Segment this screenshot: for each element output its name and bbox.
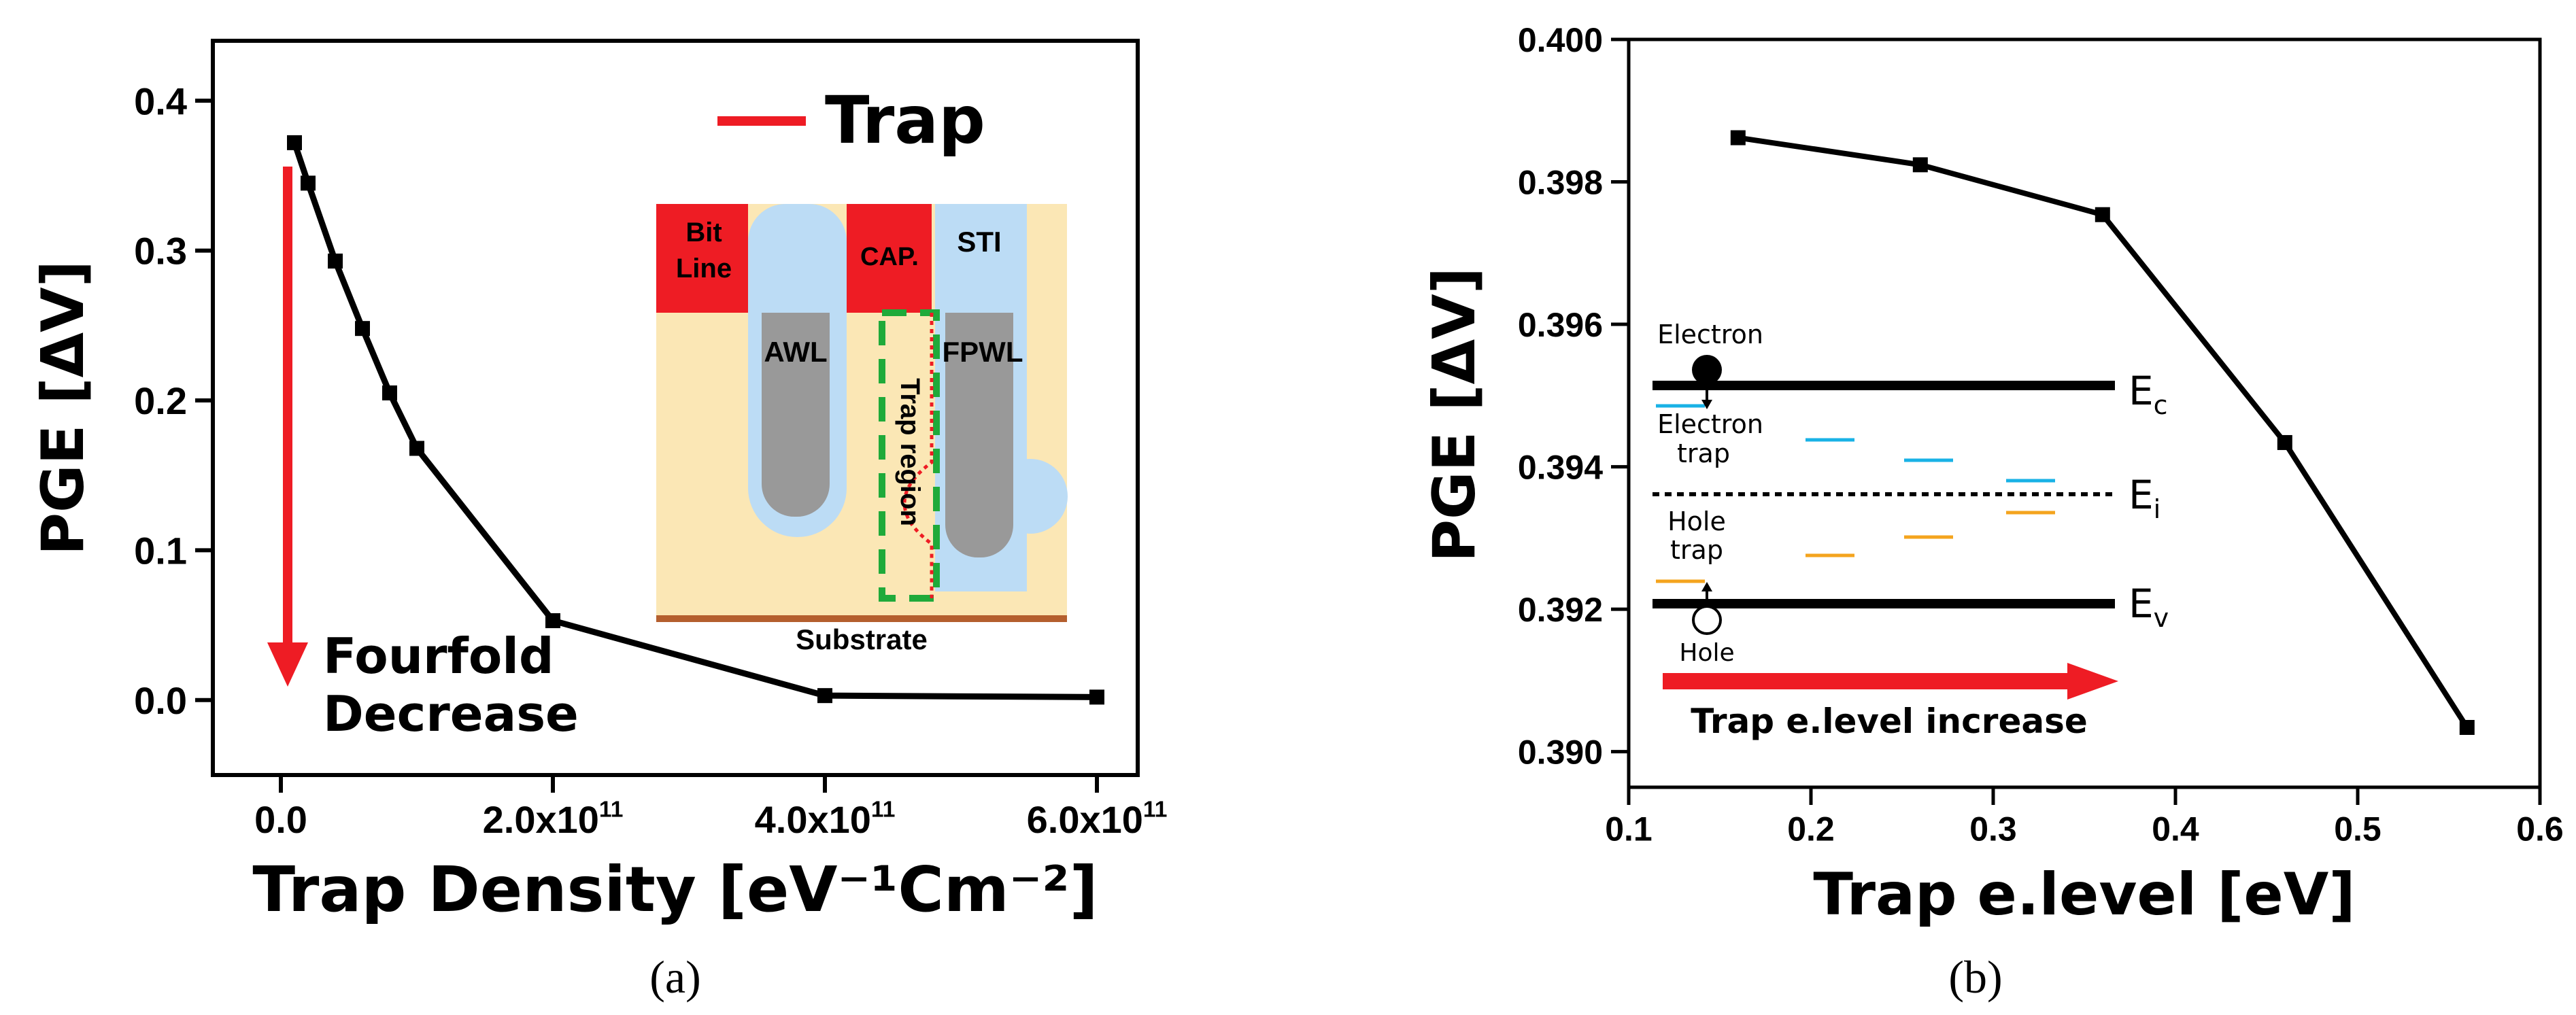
y-axis-label-b: PGE [ΔV] [1421,267,1489,562]
bit-line-block [656,204,748,313]
panel-a: 0.0 0.1 0.2 0.3 0.4 0.0 2.0x1011 4.0x1011 6.0x1… [29,39,1167,1003]
y-tick-label: 0.398 [1518,164,1603,202]
trap-dashed-boundary [902,313,934,598]
fourfold-label: Fourfold [323,627,554,685]
cap-label: CAP. [860,243,919,271]
data-point [2277,434,2292,450]
cap-block [847,204,932,313]
electron-trap-label-2: trap [1677,438,1730,468]
y-tick-label: 0.0 [134,679,187,722]
awl-gate-top [762,313,830,354]
plot-frame-a [211,39,1140,777]
data-point [1089,689,1104,705]
x-tick-label: 0.5 [2334,810,2382,848]
data-point [1730,130,1746,145]
y-tick-label: 0.2 [134,379,187,422]
ev-label: Ev [2129,581,2169,633]
x-tick-label: 0.0 [254,798,307,841]
x-tick-label: 6.0x1011 [1027,797,1168,841]
y-tick-label: 0.1 [134,530,187,572]
electron-arrow-head [1701,400,1712,409]
x-tick-label: 0.2 [1787,810,1835,848]
y-axis-label-a: PGE [ΔV] [29,260,97,555]
legend-trap: Trap [717,82,985,158]
substrate-label: Substrate [796,623,928,655]
data-point [328,254,343,269]
hole-trap-label-1: Hole [1667,506,1726,536]
data-point [1912,157,1928,173]
data-point [355,321,370,337]
series-line-b [1738,135,2470,729]
fourfold-arrow-head [267,642,308,687]
data-points-a [287,135,1104,705]
trap-level-arrow-label: Trap e.level increase [1691,702,2088,741]
x-axis-label-b: Trap e.level [eV] [1813,861,2355,929]
y-ticks-b: 0.390 0.392 0.394 0.396 0.398 0.400 [1518,21,1629,772]
fpwl-label: FPWL [943,336,1023,368]
awl-gate [762,313,830,517]
ec-label: Ec [2129,368,2168,420]
data-point [817,688,832,704]
ei-label: Ei [2129,472,2160,524]
data-point [301,175,316,191]
x-tick-label: 4.0x1011 [755,797,896,841]
y-tick-label: 0.390 [1518,734,1603,772]
data-point [2459,720,2475,735]
bit-line-label-1: Bit [685,218,722,247]
y-tick-label: 0.400 [1518,21,1603,59]
x-tick-label: 0.4 [2152,810,2199,848]
decrease-label: Decrease [323,685,579,742]
band-diagram-inset: Electron Electron trap Hole trap Hole Ec… [1653,320,2169,741]
y-ticks-a: 0.0 0.1 0.2 0.3 0.4 [134,80,213,722]
x-axis-label-a: Trap Density [eV⁻¹Cm⁻²] [252,853,1098,926]
trap-region-label: Trap region [895,378,925,526]
fourfold-arrow [267,167,308,687]
y-tick-label: 0.394 [1518,449,1603,487]
plot-frame-b [1627,37,2542,789]
y-tick-label: 0.4 [134,80,187,122]
x-ticks-a: 0.0 2.0x1011 4.0x1011 6.0x1011 [254,775,1167,841]
electron-trap-label-1: Electron [1657,409,1763,439]
trap-level-arrow-head [2067,663,2118,700]
x-tick-label: 0.1 [1605,810,1653,848]
x-ticks-b: 0.1 0.2 0.3 0.4 0.5 0.6 [1605,787,2564,848]
hole-circle [1692,605,1722,635]
x-tick-label: 0.3 [1969,810,2017,848]
panel-b: 0.390 0.392 0.394 0.396 0.398 0.400 0.1 0.2 0.3… [1421,21,2564,1003]
awl-label: AWL [764,336,827,368]
caption-b: (b) [1948,951,2002,1003]
x-tick-label: 2.0x1011 [483,797,624,841]
legend-trap-label: Trap [825,82,985,158]
y-tick-label: 0.392 [1518,591,1603,629]
hole-arrow-head [1701,582,1712,591]
device-inset: Bit Line CAP. STI AWL FPWL Trap region S… [656,204,1068,655]
data-point [382,385,397,400]
hole-label: Hole [1679,639,1734,667]
bit-line-label-2: Line [676,254,732,283]
data-point [409,441,424,456]
data-point [287,135,302,150]
caption-a: (a) [649,951,700,1003]
trap-region-box [879,309,940,602]
substrate-line [656,615,1067,622]
hole-trap-label-2: trap [1670,535,1723,565]
data-point [2095,207,2110,222]
electron-label: Electron [1657,320,1763,349]
data-point [545,613,560,628]
data-points-b [1730,130,2475,735]
sti-label: STI [957,226,1001,258]
fpwl-gate-top [945,313,1013,354]
electron-dot [1692,355,1722,385]
y-tick-label: 0.3 [134,230,187,273]
fpwl-gate [945,313,1013,557]
y-tick-label: 0.396 [1518,306,1603,344]
x-tick-label: 0.6 [2516,810,2564,848]
